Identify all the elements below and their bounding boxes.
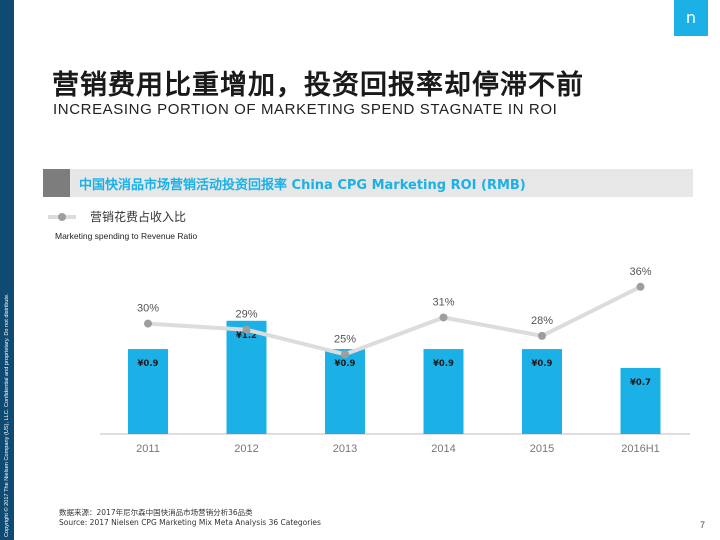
ratio-label-2011: 30%	[137, 303, 159, 315]
x-tick-2012: 2012	[234, 443, 258, 455]
bar-series	[128, 320, 661, 434]
page-subtitle: INCREASING PORTION OF MARKETING SPEND ST…	[53, 101, 558, 118]
ratio-label-2012: 29%	[235, 309, 257, 321]
bar-2016H1	[620, 367, 661, 434]
x-tick-2011: 2011	[136, 443, 160, 455]
ratio-point-2016H1	[636, 282, 645, 291]
ratio-point-2013	[341, 350, 349, 359]
bar-2011	[128, 349, 168, 434]
source-en: Source: 2017 Nielsen CPG Marketing Mix M…	[59, 518, 321, 527]
chart-title: 中国快消品市场营销活动投资回报率 China CPG Marketing ROI…	[79, 178, 526, 193]
ratio-label-2016H1: 36%	[629, 266, 651, 278]
bar-label-2016H1: ¥0.7	[630, 378, 651, 388]
source-cn: 数据来源：2017年尼尔森中国快消品市场营销分析36品类	[59, 508, 253, 517]
nielsen-logo-icon: n	[674, 0, 708, 36]
bar-label-2013: ¥0.9	[335, 359, 356, 369]
page-number: 7	[700, 520, 706, 530]
ratio-trend-line	[147, 285, 642, 357]
ratio-label-2014: 31%	[432, 296, 454, 308]
ratio-points	[144, 282, 645, 359]
x-tick-labels: 2011 2012 2013 2014 2015 2016H1	[136, 443, 660, 455]
x-tick-2016H1: 2016H1	[621, 443, 660, 455]
ratio-point-2015	[538, 331, 546, 340]
bar-2015	[522, 349, 562, 434]
legend-label-en: Marketing spending to Revenue Ratio	[55, 231, 197, 241]
x-tick-2014: 2014	[431, 443, 455, 455]
bar-2012	[226, 320, 267, 434]
ratio-point-2014	[439, 313, 448, 322]
bar-label-2015: ¥0.9	[532, 359, 553, 369]
source-note: 数据来源：2017年尼尔森中国快消品市场营销分析36品类 Source: 201…	[59, 508, 321, 528]
ratio-label-2015: 28%	[531, 315, 553, 327]
chart-header-marker	[43, 169, 70, 197]
legend-marker	[58, 213, 66, 221]
chart-header: 中国快消品市场营销活动投资回报率 China CPG Marketing ROI…	[43, 169, 693, 197]
ratio-label-2013: 25%	[334, 333, 356, 345]
bar-2013	[325, 349, 365, 434]
side-accent-bar: Copyright © 2017 The Nielsen Company (US…	[0, 0, 14, 540]
bar-data-labels: ¥0.9 ¥1.2 ¥0.9 ¥0.9 ¥0.9 ¥0.7	[138, 331, 652, 388]
ratio-point-2012	[242, 325, 251, 334]
bar-label-2014: ¥0.9	[433, 359, 454, 369]
x-tick-2013: 2013	[333, 443, 357, 455]
bar-2014	[423, 349, 464, 434]
ratio-point-2011	[144, 319, 152, 328]
x-tick-2015: 2015	[530, 443, 554, 455]
bar-label-2012: ¥1.2	[236, 331, 257, 341]
legend-label-cn: 营销花费占收入比	[90, 209, 186, 224]
ratio-data-labels: 30% 29% 25% 31% 28% 36%	[137, 266, 652, 345]
chart-legend: 营销花费占收入比 Marketing spending to Revenue R…	[48, 209, 197, 241]
bar-label-2011: ¥0.9	[138, 359, 159, 369]
page-title: 营销费用比重增加，投资回报率却停滞不前	[52, 70, 584, 101]
